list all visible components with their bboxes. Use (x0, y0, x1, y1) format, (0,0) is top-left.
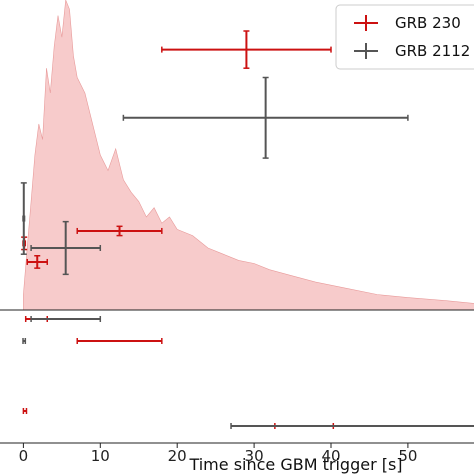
lightcurve-layer (23, 0, 474, 311)
data-point (122, 76, 409, 159)
lower-panel-point (22, 408, 28, 414)
lower-panel-point (30, 316, 102, 322)
legend-entry: GRB 230 (354, 14, 461, 32)
data-point (26, 255, 48, 269)
x-tick-label: 40 (321, 447, 340, 465)
data-point (20, 182, 27, 255)
lower-panel-point (22, 338, 27, 344)
legend-label: GRB 2112 (395, 42, 470, 60)
legend: GRB 230 GRB 2112 (335, 4, 474, 70)
lightcurve-area (23, 0, 474, 311)
x-tick-label: 10 (91, 447, 110, 465)
legend-box (335, 4, 474, 70)
data-point (161, 30, 332, 69)
x-tick-label: 50 (398, 447, 417, 465)
lower-panel-point (230, 423, 474, 429)
x-axis-label: Time since GBM trigger [s] (188, 455, 402, 474)
data-point (30, 220, 102, 276)
legend-label: GRB 230 (395, 14, 461, 32)
lower-panel-point (76, 338, 163, 344)
x-tick-label: 20 (168, 447, 187, 465)
legend-entry: GRB 2112 (354, 42, 470, 60)
data-point (76, 225, 163, 237)
axes-layer: 0 10 20 30 40 50 (0, 309, 474, 465)
x-tick-label: 30 (245, 447, 264, 465)
marks-layer (20, 30, 474, 429)
x-tick-label: 0 (19, 447, 29, 465)
